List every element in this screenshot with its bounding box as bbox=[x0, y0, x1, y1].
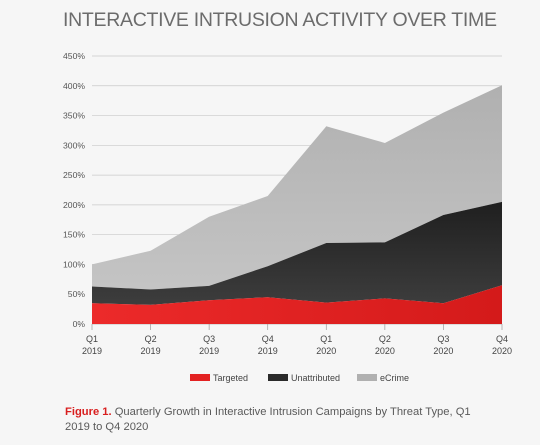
x-tick-label-quarter: Q3 bbox=[437, 334, 449, 344]
x-tick-label-year: 2020 bbox=[316, 346, 336, 356]
x-tick-label-year: 2019 bbox=[199, 346, 219, 356]
chart-title: INTERACTIVE INTRUSION ACTIVITY OVER TIME bbox=[63, 9, 497, 31]
y-tick-label: 400% bbox=[63, 81, 85, 91]
legend-label-ecrime: eCrime bbox=[380, 373, 409, 383]
x-tick-label-quarter: Q4 bbox=[496, 334, 508, 344]
x-tick-label-quarter: Q3 bbox=[203, 334, 215, 344]
y-tick-label: 150% bbox=[63, 230, 85, 240]
y-axis-tick-labels: 0% 50% 100% 150% 200% 250% 300% 350% 400% 450% bbox=[63, 51, 85, 329]
x-tick-label-year: 2019 bbox=[82, 346, 102, 356]
x-tick-label-quarter: Q1 bbox=[320, 334, 332, 344]
figure-label: Figure 1. bbox=[65, 406, 112, 418]
x-tick-label-quarter: Q2 bbox=[145, 334, 157, 344]
legend-label-unattributed: Unattributed bbox=[291, 373, 340, 383]
y-tick-label: 0% bbox=[73, 319, 86, 329]
legend: Targeted Unattributed eCrime bbox=[190, 373, 409, 383]
x-tick-label-year: 2020 bbox=[492, 346, 512, 356]
x-tick-label-quarter: Q2 bbox=[379, 334, 391, 344]
figure-caption-text: Quarterly Growth in Interactive Intrusio… bbox=[65, 406, 471, 433]
y-tick-label: 50% bbox=[68, 289, 86, 299]
y-tick-label: 200% bbox=[63, 200, 85, 210]
x-axis-tick-labels: Q1 2019 Q2 2019 Q3 2019 Q4 2019 Q1 2020 Q2 2020 Q3 20… bbox=[82, 324, 512, 356]
legend-label-targeted: Targeted bbox=[213, 373, 248, 383]
legend-swatch-ecrime bbox=[357, 374, 377, 381]
y-tick-label: 100% bbox=[63, 259, 85, 269]
area-ecrime bbox=[92, 85, 502, 290]
x-tick-label-year: 2019 bbox=[258, 346, 278, 356]
legend-swatch-targeted bbox=[190, 374, 210, 381]
area-series bbox=[92, 85, 502, 324]
x-tick-label-quarter: Q4 bbox=[262, 334, 274, 344]
figure-caption: Figure 1. Quarterly Growth in Interactiv… bbox=[65, 405, 485, 435]
x-tick-label-year: 2019 bbox=[141, 346, 161, 356]
x-tick-label-year: 2020 bbox=[433, 346, 453, 356]
area-targeted bbox=[92, 285, 502, 324]
y-tick-label: 350% bbox=[63, 111, 85, 121]
y-tick-label: 450% bbox=[63, 51, 85, 61]
y-tick-label: 250% bbox=[63, 170, 85, 180]
x-tick-label-year: 2020 bbox=[375, 346, 395, 356]
y-tick-label: 300% bbox=[63, 140, 85, 150]
x-tick-label-quarter: Q1 bbox=[86, 334, 98, 344]
legend-swatch-unattributed bbox=[268, 374, 288, 381]
area-unattributed bbox=[92, 201, 502, 305]
